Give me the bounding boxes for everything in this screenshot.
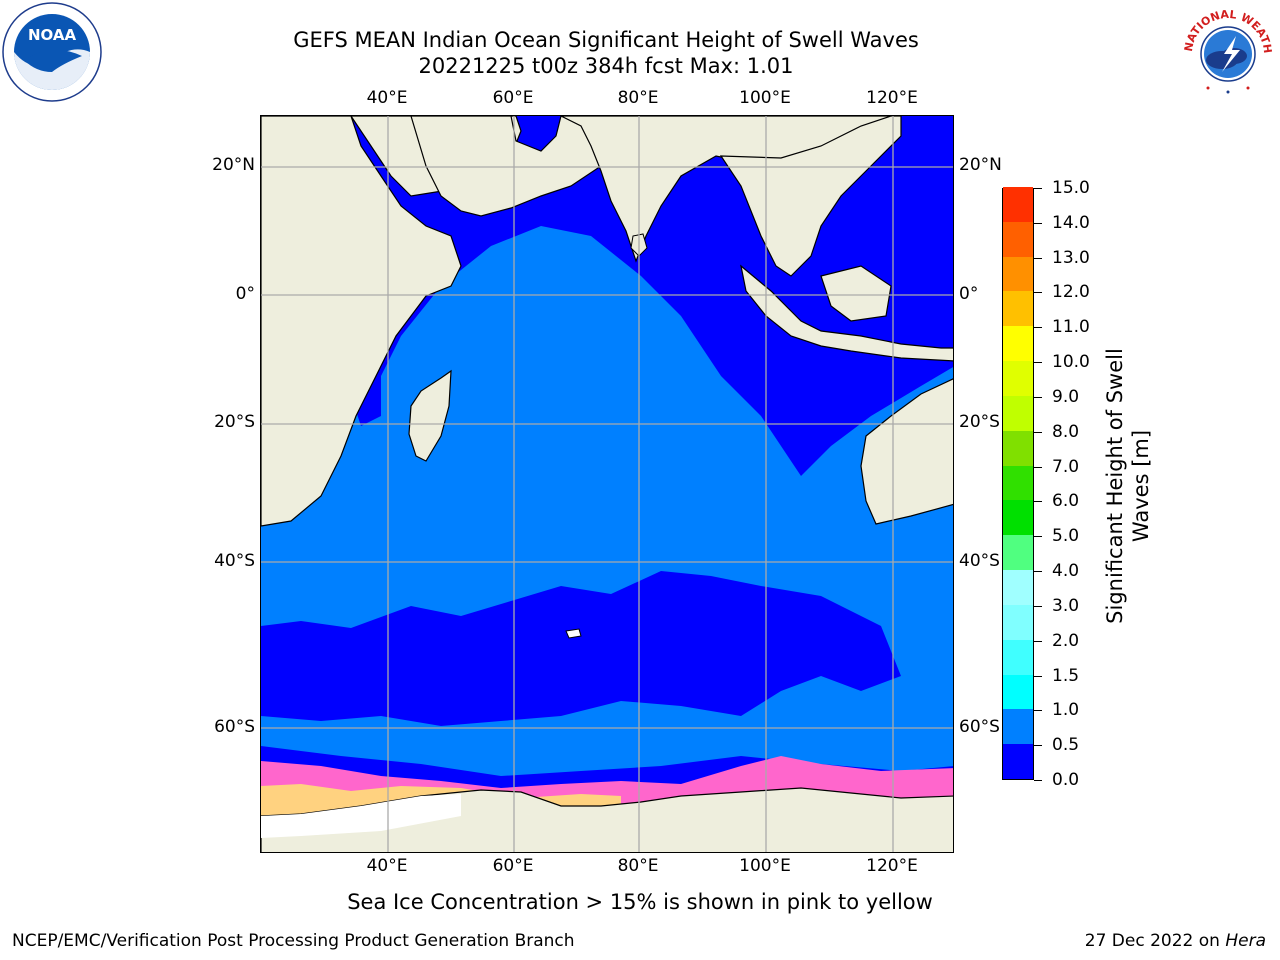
- colorbar: [1002, 186, 1034, 780]
- lat-tick-left: 20°N: [212, 155, 255, 175]
- lon-tick-bottom: 60°E: [492, 856, 534, 876]
- colorbar-segment: [1003, 639, 1033, 675]
- colorbar-tick-label: 12.0: [1052, 282, 1090, 303]
- lat-tick-left: 0°: [235, 284, 255, 304]
- colorbar-tick-mark: [1034, 396, 1042, 398]
- lat-tick-left: 20°S: [214, 412, 255, 432]
- lat-tick-right: 20°N: [959, 155, 1002, 175]
- sumatra-java-land: [740, 264, 953, 362]
- australia-land: [860, 378, 953, 525]
- colorbar-tick-label: 11.0: [1052, 317, 1090, 338]
- colorbar-tick-mark: [1034, 571, 1042, 573]
- colorbar-tick-mark: [1034, 745, 1042, 747]
- colorbar-tick-label: 6.0: [1052, 491, 1080, 512]
- borneo-land: [820, 265, 892, 322]
- colorbar-segment: [1003, 256, 1033, 292]
- colorbar-tick-mark: [1034, 431, 1042, 433]
- madagascar-land: [408, 369, 452, 462]
- lon-tick-top: 100°E: [739, 88, 791, 108]
- colorbar-segment: [1003, 708, 1033, 745]
- colorbar-tick-label: 1.5: [1052, 665, 1080, 686]
- colorbar-segment: [1003, 534, 1033, 571]
- colorbar-tick-mark: [1034, 640, 1042, 642]
- colorbar-tick-label: 9.0: [1052, 386, 1080, 407]
- sea-ice-band: [261, 756, 953, 831]
- colorbar-tick-label: 2.0: [1052, 630, 1080, 651]
- colorbar-tick-mark: [1034, 362, 1042, 364]
- colorbar-tick-mark: [1034, 222, 1042, 224]
- colorbar-tick-label: 8.0: [1052, 421, 1080, 442]
- colorbar-segment: [1003, 395, 1033, 431]
- colorbar-tick-mark: [1034, 188, 1042, 189]
- colorbar-tick-mark: [1034, 710, 1042, 712]
- lat-tick-right: 0°: [959, 284, 979, 304]
- noaa-logo-icon: NOAA: [2, 2, 102, 102]
- colorbar-tick-label: 5.0: [1052, 526, 1080, 547]
- colorbar-segment: [1003, 569, 1033, 605]
- colorbar-title: Significant Height of Swell Waves [m]: [1103, 348, 1153, 624]
- colorbar-tick-label: 1.0: [1052, 700, 1080, 721]
- colorbar-segment: [1003, 674, 1033, 710]
- colorbar-segment: [1003, 604, 1033, 640]
- colorbar-segment: [1003, 360, 1033, 396]
- colorbar-tick-label: 14.0: [1052, 212, 1090, 233]
- lon-tick-top: 40°E: [366, 88, 408, 108]
- lon-tick-bottom: 80°E: [617, 856, 659, 876]
- colorbar-tick-label: 7.0: [1052, 456, 1080, 477]
- colorbar-tick-mark: [1034, 675, 1042, 677]
- lon-tick-top: 80°E: [617, 88, 659, 108]
- lon-tick-top: 60°E: [492, 88, 534, 108]
- colorbar-tick-label: 0.0: [1052, 770, 1080, 790]
- colorbar-segment: [1003, 325, 1033, 362]
- colorbar-tick-mark: [1034, 501, 1042, 503]
- colorbar-segment: [1003, 499, 1033, 536]
- map-panel: [260, 115, 954, 853]
- footer-host: Hera: [1225, 931, 1266, 951]
- colorbar-segment: [1003, 221, 1033, 257]
- footer-date: 27 Dec 2022 on Hera: [1085, 931, 1266, 951]
- lat-tick-left: 40°S: [214, 551, 255, 571]
- chart-title: GEFS MEAN Indian Ocean Significant Heigh…: [293, 28, 919, 52]
- colorbar-tick-label: 10.0: [1052, 352, 1090, 373]
- colorbar-tick-label: 3.0: [1052, 595, 1080, 616]
- kerguelen-island: [565, 628, 582, 639]
- colorbar-segment: [1003, 430, 1033, 466]
- lon-tick-bottom: 100°E: [739, 856, 791, 876]
- colorbar-tick-mark: [1034, 780, 1042, 781]
- antarctica-ice-shelf: [261, 794, 461, 838]
- colorbar-segment: [1003, 290, 1033, 327]
- colorbar-segment: [1003, 186, 1033, 222]
- colorbar-tick-mark: [1034, 466, 1042, 468]
- arabian-peninsula-land: [410, 116, 602, 217]
- colorbar-tick-mark: [1034, 292, 1042, 294]
- footer-producer: NCEP/EMC/Verification Post Processing Pr…: [12, 931, 575, 951]
- chart-subtitle: 20221225 t00z 384h fcst Max: 1.01: [418, 54, 794, 78]
- colorbar-tick-mark: [1034, 536, 1042, 538]
- colorbar-tick-label: 0.5: [1052, 735, 1080, 756]
- swell-height-map: [261, 116, 953, 852]
- colorbar-segment: [1003, 743, 1033, 779]
- sea-ice-caption: Sea Ice Concentration > 15% is shown in …: [347, 890, 933, 914]
- lon-tick-bottom: 40°E: [366, 856, 408, 876]
- noaa-logo-text: NOAA: [28, 26, 77, 44]
- colorbar-tick-mark: [1034, 605, 1042, 607]
- ocean-swell-0-0-to-0-5-south: [261, 571, 901, 726]
- lat-tick-right: 40°S: [959, 551, 1000, 571]
- colorbar-tick-mark: [1034, 327, 1042, 329]
- colorbar-segment: [1003, 465, 1033, 501]
- colorbar-tick-mark: [1034, 257, 1042, 259]
- national-weather-service-logo-icon: NATIONAL WEATHER SERVICE: [1178, 2, 1276, 100]
- lat-tick-right: 60°S: [959, 717, 1000, 737]
- colorbar-tick-label: 13.0: [1052, 247, 1090, 268]
- colorbar-tick-label: 15.0: [1052, 178, 1090, 198]
- footer-date-text: 27 Dec 2022 on: [1084, 931, 1226, 951]
- graticule: [261, 116, 953, 852]
- lon-tick-top: 120°E: [866, 88, 918, 108]
- lat-tick-left: 60°S: [214, 717, 255, 737]
- lon-tick-bottom: 120°E: [866, 856, 918, 876]
- colorbar-tick-label: 4.0: [1052, 561, 1080, 582]
- lat-tick-right: 20°S: [959, 412, 1000, 432]
